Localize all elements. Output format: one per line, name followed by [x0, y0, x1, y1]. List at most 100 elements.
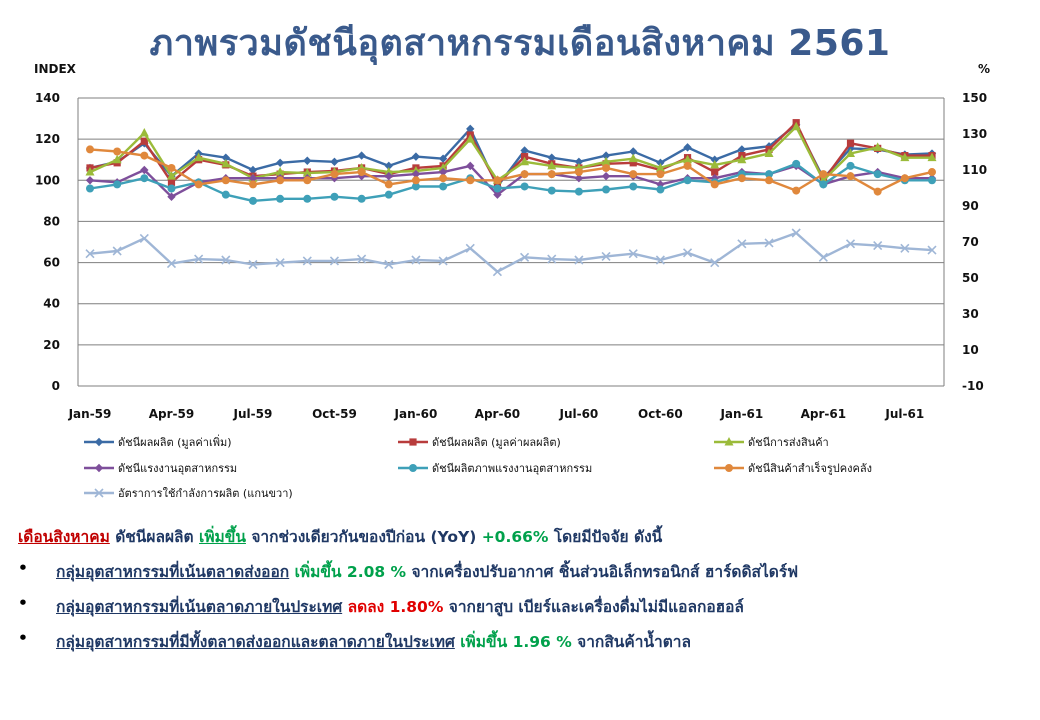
data-point — [167, 184, 176, 193]
data-point — [683, 143, 692, 152]
data-point — [439, 174, 448, 183]
data-point — [683, 154, 693, 164]
x-tick-label: Apr-59 — [149, 407, 194, 421]
y2-tick-label: 10 — [962, 343, 979, 357]
data-point — [846, 148, 856, 158]
data-point — [302, 168, 312, 177]
legend: ดัชนีผลผลิต (มูลค่าเพิ่ม) ดัชนีผลผลิต (มู… — [84, 434, 872, 500]
data-point — [194, 152, 204, 162]
data-point — [330, 170, 339, 179]
y2-tick-label: 150 — [962, 91, 987, 105]
data-point — [465, 134, 475, 143]
data-point — [574, 157, 584, 166]
data-point — [928, 168, 936, 177]
data-point — [166, 259, 177, 269]
data-point — [791, 121, 801, 131]
bullet-change: ลดลง 1.80% — [342, 598, 444, 616]
data-point — [737, 154, 747, 164]
data-point — [140, 151, 149, 160]
bullet-glyph: • — [18, 629, 28, 647]
data-point — [574, 174, 584, 183]
summary-intro-rest: จากช่วงเดียวกันของปีก่อน (YoY) — [245, 528, 482, 546]
data-point — [520, 182, 529, 191]
data-point — [303, 156, 312, 165]
data-point — [275, 258, 285, 268]
data-point — [139, 127, 149, 137]
data-point — [628, 249, 638, 259]
x-tick-label: Jul-60 — [558, 407, 598, 421]
marker-stroke — [818, 252, 828, 262]
bullet-detail: จากสินค้าน้ำตาล — [571, 633, 692, 651]
data-point — [167, 192, 176, 201]
data-point — [737, 239, 747, 249]
x-tick-label: Jan-61 — [719, 407, 763, 421]
marker-stroke — [94, 488, 104, 498]
data-point — [520, 252, 530, 262]
marker-stroke — [166, 259, 177, 269]
data-point — [275, 158, 285, 167]
marker-stroke — [302, 256, 312, 266]
data-point — [601, 151, 611, 160]
data-point — [248, 180, 257, 189]
data-point — [439, 182, 448, 191]
summary-direction: เพิ่มขึ้น — [199, 528, 246, 546]
legend-item: ดัชนีผลิตภาพแรงงานอุตสาหกรรม — [398, 462, 592, 475]
data-point — [438, 154, 448, 163]
data-point — [357, 194, 366, 203]
y-tick-label: 100 — [35, 173, 60, 187]
legend-item: ดัชนีสินค้าสำเร็จรูปคงคลัง — [714, 461, 872, 475]
data-point — [928, 176, 936, 185]
data-point — [357, 168, 366, 177]
marker-stroke — [85, 249, 95, 259]
data-point — [85, 167, 95, 176]
data-point — [547, 186, 556, 195]
y2-tick-label: 90 — [962, 199, 979, 213]
summary-bullet-mixed: • กลุ่มอุตสาหกรรมที่มีทั้งตลาดส่งออกและตล… — [18, 629, 1028, 654]
data-point — [493, 190, 502, 199]
y2-tick-label: 70 — [962, 235, 979, 249]
data-point — [819, 180, 828, 189]
marker-stroke — [547, 254, 557, 264]
marker-stroke — [438, 256, 448, 266]
marker-stroke — [248, 259, 258, 270]
data-point — [792, 186, 801, 195]
data-point — [547, 170, 556, 179]
y-tick-label: 120 — [35, 132, 60, 146]
summary-change: +0.66% — [481, 528, 549, 546]
data-point — [764, 238, 774, 248]
data-point — [466, 161, 475, 171]
data-point — [221, 190, 230, 199]
data-point — [629, 182, 638, 191]
data-point — [139, 233, 149, 243]
data-point — [85, 249, 95, 259]
marker-stroke — [737, 239, 747, 249]
legend-item: ดัชนีผลผลิต (มูลค่าเพิ่ม) — [84, 434, 232, 449]
x-tick-label: Apr-61 — [801, 407, 846, 421]
legend-swatch-marker — [94, 463, 104, 473]
data-point — [656, 185, 665, 194]
data-point — [384, 180, 393, 189]
data-point — [276, 194, 285, 203]
marker-stroke — [194, 254, 204, 264]
y-tick-label: 140 — [35, 91, 60, 105]
data-point — [86, 145, 94, 154]
data-point — [574, 187, 583, 196]
data-point — [384, 190, 393, 199]
grid-layer — [78, 97, 944, 387]
data-point — [927, 245, 937, 255]
x-tick-label: Jan-60 — [394, 407, 438, 421]
y2-tick-label: 130 — [962, 127, 987, 141]
series-6 — [85, 228, 937, 277]
data-point — [493, 176, 502, 185]
y-tick-label: 40 — [43, 297, 60, 311]
data-point — [710, 159, 720, 169]
data-point — [927, 152, 937, 162]
legend-label: ดัชนีแรงงานอุตสาหกรรม — [118, 462, 237, 475]
data-point — [221, 255, 231, 265]
legend-label: อัตราการใช้กำลังการผลิต (แกนขวา) — [118, 487, 293, 500]
data-point — [303, 194, 312, 203]
data-point — [438, 167, 448, 177]
data-point — [846, 172, 855, 181]
data-point — [466, 176, 475, 185]
series-line — [89, 164, 932, 198]
